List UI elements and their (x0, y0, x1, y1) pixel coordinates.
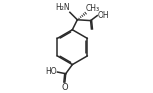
Text: HO: HO (45, 67, 57, 76)
Text: O: O (61, 83, 68, 92)
Text: H₂N: H₂N (55, 3, 69, 12)
Text: CH₃: CH₃ (86, 4, 100, 13)
Text: OH: OH (97, 11, 109, 20)
